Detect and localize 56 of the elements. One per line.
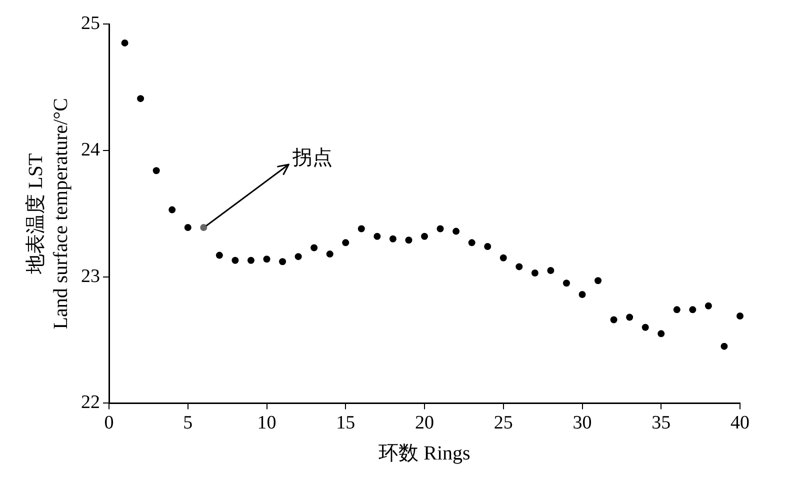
point <box>704 302 712 310</box>
point <box>200 224 208 232</box>
point <box>294 253 302 260</box>
point <box>689 306 696 314</box>
point <box>531 270 538 277</box>
y-tick-label: 23 <box>81 266 100 287</box>
point <box>720 342 728 350</box>
y-axis-title: 地表温度 LST Land surface temperature/°C <box>24 98 72 330</box>
point <box>279 258 286 266</box>
x-axis-title: 环数 Rings <box>378 442 471 464</box>
point <box>516 263 523 270</box>
point <box>484 242 492 250</box>
point <box>736 312 744 320</box>
point <box>421 232 428 240</box>
x-tick-label: 25 <box>494 412 513 434</box>
x-tick-label: 0 <box>104 412 114 434</box>
point <box>594 277 602 284</box>
x-tick-label: 5 <box>183 412 193 434</box>
x-tick-label: 10 <box>257 412 276 434</box>
point <box>468 239 476 246</box>
x-tick-label: 35 <box>652 412 671 434</box>
y-tick-label: 22 <box>81 392 100 414</box>
point <box>137 95 144 102</box>
x-tick-label: 20 <box>415 412 434 434</box>
y-tick-label: 25 <box>81 12 100 34</box>
point <box>642 324 649 331</box>
point <box>389 235 396 242</box>
point <box>263 256 270 263</box>
point <box>232 256 239 264</box>
point <box>121 39 128 46</box>
point <box>547 266 554 274</box>
point <box>562 280 570 287</box>
point <box>358 225 365 232</box>
point <box>216 252 223 259</box>
point <box>610 316 618 324</box>
y-tick-label: 24 <box>81 139 100 160</box>
point <box>152 167 160 174</box>
x-tick-label: 40 <box>730 412 750 434</box>
point <box>626 314 634 321</box>
point <box>673 306 680 314</box>
point <box>436 225 444 232</box>
point <box>247 256 254 264</box>
point <box>342 239 350 246</box>
point <box>452 228 460 235</box>
point <box>168 206 176 214</box>
point <box>578 290 586 298</box>
point <box>310 244 318 252</box>
point <box>405 236 412 244</box>
point <box>500 254 507 262</box>
point <box>658 330 665 338</box>
x-tick-label: 15 <box>336 412 356 434</box>
x-tick-label: 30 <box>572 412 592 434</box>
point <box>326 250 334 258</box>
annotation: 拐点 <box>292 146 333 169</box>
point <box>374 232 381 240</box>
point <box>184 224 192 232</box>
